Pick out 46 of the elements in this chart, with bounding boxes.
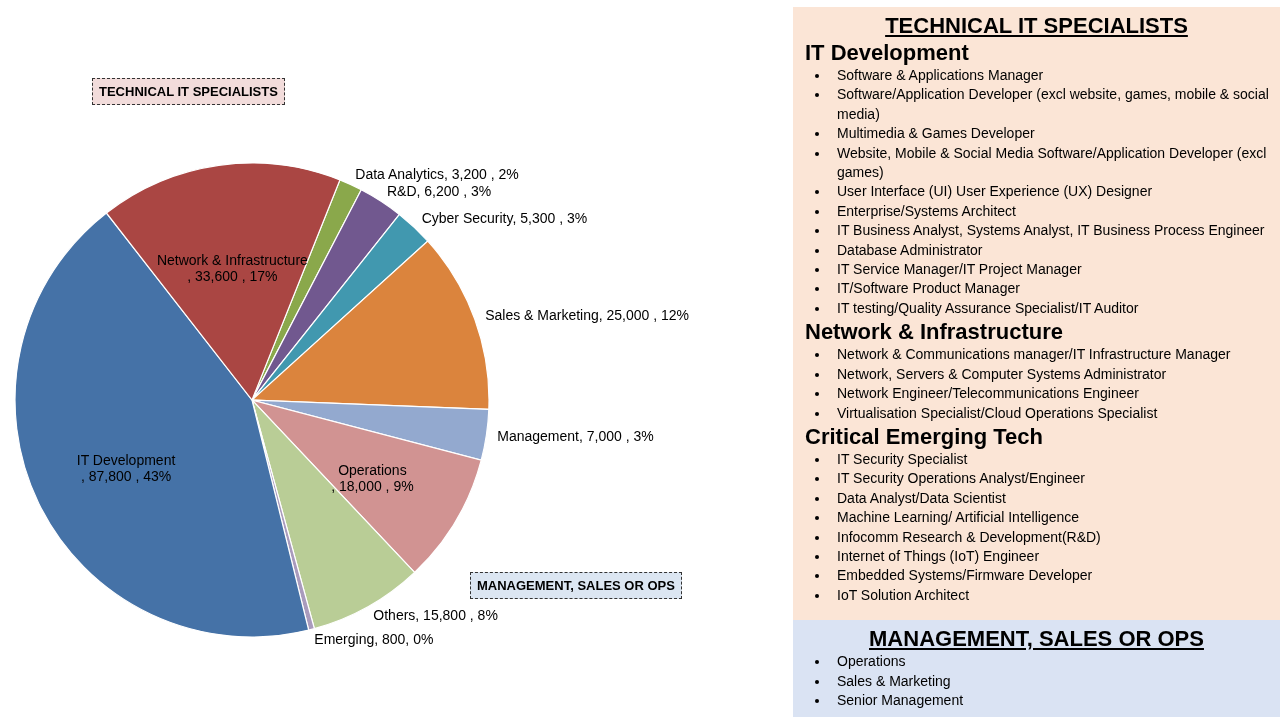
text: Internet of Things (IoT) Engineer <box>837 546 1041 566</box>
text: Embedded Systems/Firmware Developer <box>837 566 1094 586</box>
text: Critical Emerging Tech <box>805 422 1044 450</box>
text: IoT Solution Architect <box>837 585 971 605</box>
text: Network & Infrastructure <box>805 318 1064 346</box>
text: Data Analyst/Data Scientist <box>837 488 1007 508</box>
text: Software & Applications Manager <box>837 66 1045 85</box>
text: Database Administrator <box>837 240 984 260</box>
data-label: , 33,600 , 17% <box>187 268 278 285</box>
text: Senior Management <box>837 690 965 710</box>
text: Network, Servers & Computer Systems Administrator <box>837 364 1168 384</box>
text: MANAGEMENT, SALES OR OPS <box>868 625 1205 653</box>
text: Infocomm Research & Development(R&D) <box>837 527 1102 547</box>
slice-label: IT Development <box>76 452 176 469</box>
text: Machine Learning/ Artificial Intelligence <box>837 508 1081 528</box>
slice-label: Network & Infrastructure <box>156 252 309 269</box>
slice-label: Sales & Marketing, 25,000 , 12% <box>485 306 690 323</box>
text: IT Security Specialist <box>837 449 969 469</box>
text: User Interface (UI) User Experience (UX) Designer <box>837 182 1154 202</box>
text: Software/Application Developer (excl website, games, mobile & social media) <box>837 85 1270 124</box>
slice-label: Data Analytics, 3,200 , 2% <box>355 165 519 182</box>
slice-label: Management, 7,000 , 3% <box>497 427 654 444</box>
text: IT Service Manager/IT Project Manager <box>837 260 1083 280</box>
slice-label: Cyber Security, 5,300 , 3% <box>421 210 588 227</box>
data-label: , 87,800 , 43% <box>80 468 172 485</box>
text: IT Security Operations Analyst/Engineer <box>837 469 1086 489</box>
text: IT Development <box>805 39 970 66</box>
text: IT/Software Product Manager <box>837 279 1021 299</box>
text: MANAGEMENT, SALES OR OPS <box>470 572 682 599</box>
text: Network & Communications manager/IT Infrastructure Manager <box>837 345 1232 365</box>
text: TECHNICAL IT SPECIALISTS <box>92 78 285 105</box>
slice-label: Operations <box>338 462 407 479</box>
text: Multimedia & Games Developer <box>837 124 1036 144</box>
slice-label: Others, 15,800 , 8% <box>373 607 498 624</box>
text: IT Business Analyst, Systems Analyst, IT Business Process Engineer <box>837 221 1266 241</box>
text: Network Engineer/Telecommunications Engineer <box>837 384 1140 404</box>
text: Sales & Marketing <box>837 671 952 691</box>
text: Virtualisation Specialist/Cloud Operations Specialist <box>837 403 1159 423</box>
data-label: , 18,000 , 9% <box>331 478 414 495</box>
text: IT testing/Quality Assurance Specialist/IT Auditor <box>837 298 1140 318</box>
slice-label: R&D, 6,200 , 3% <box>386 182 492 199</box>
text: Operations <box>837 652 907 672</box>
slice-label: Emerging, 800, 0% <box>314 631 434 648</box>
text: TECHNICAL IT SPECIALISTS <box>793 7 1280 39</box>
text: Enterprise/Systems Architect <box>837 201 1017 221</box>
text: Website, Mobile & Social Media Software/Application Developer (excl games) <box>837 143 1268 183</box>
